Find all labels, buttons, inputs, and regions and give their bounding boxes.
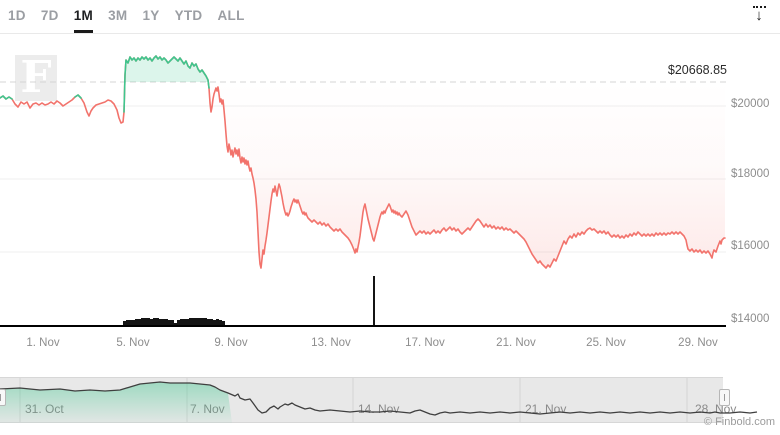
y-axis-label: $16000 <box>731 240 770 252</box>
range-tab-1d[interactable]: 1D <box>8 8 26 23</box>
range-tab-1m[interactable]: 1M <box>73 0 94 33</box>
download-button[interactable]: ↓ <box>749 6 769 28</box>
forbes-watermark: F <box>15 55 57 101</box>
y-axis-label: $14000 <box>731 313 770 325</box>
navigator-label: 7. Nov <box>190 402 225 416</box>
x-axis-label: 1. Nov <box>26 337 60 349</box>
range-tab-all[interactable]: ALL <box>217 8 245 23</box>
navigator-label: 21. Nov <box>525 402 567 416</box>
x-axis-label: 17. Nov <box>405 337 445 349</box>
x-axis-label: 13. Nov <box>311 337 351 349</box>
range-tab-3m[interactable]: 3M <box>108 8 128 23</box>
finbold-credit: © Finbold.com <box>703 416 775 428</box>
navigator-left-handle[interactable] <box>0 389 6 406</box>
x-axis-label: 29. Nov <box>678 337 718 349</box>
range-tab-ytd[interactable]: YTD <box>174 8 203 23</box>
range-tab-1y[interactable]: 1Y <box>142 8 160 23</box>
range-selector: 1D 7D 1M 3M 1Y YTD ALL <box>8 0 245 33</box>
navigator-label: 31. Oct <box>25 402 64 416</box>
navigator-track[interactable] <box>0 377 723 423</box>
reference-price-label: $20668.85 <box>667 63 727 77</box>
range-tab-7d[interactable]: 7D <box>40 8 59 23</box>
y-axis-label: $20000 <box>731 98 770 110</box>
x-axis-label: 25. Nov <box>586 337 626 349</box>
download-icon <box>752 6 766 8</box>
navigator-label: 14. Nov <box>358 402 400 416</box>
download-arrow-icon: ↓ <box>755 7 763 24</box>
header-divider <box>0 33 780 34</box>
x-axis-label: 5. Nov <box>116 337 150 349</box>
navigator-label: 28. Nov <box>695 402 737 416</box>
x-axis-label: 21. Nov <box>496 337 536 349</box>
y-axis-label: $18000 <box>731 168 770 180</box>
navigator-right-handle[interactable] <box>719 389 730 406</box>
x-axis-label: 9. Nov <box>214 337 248 349</box>
